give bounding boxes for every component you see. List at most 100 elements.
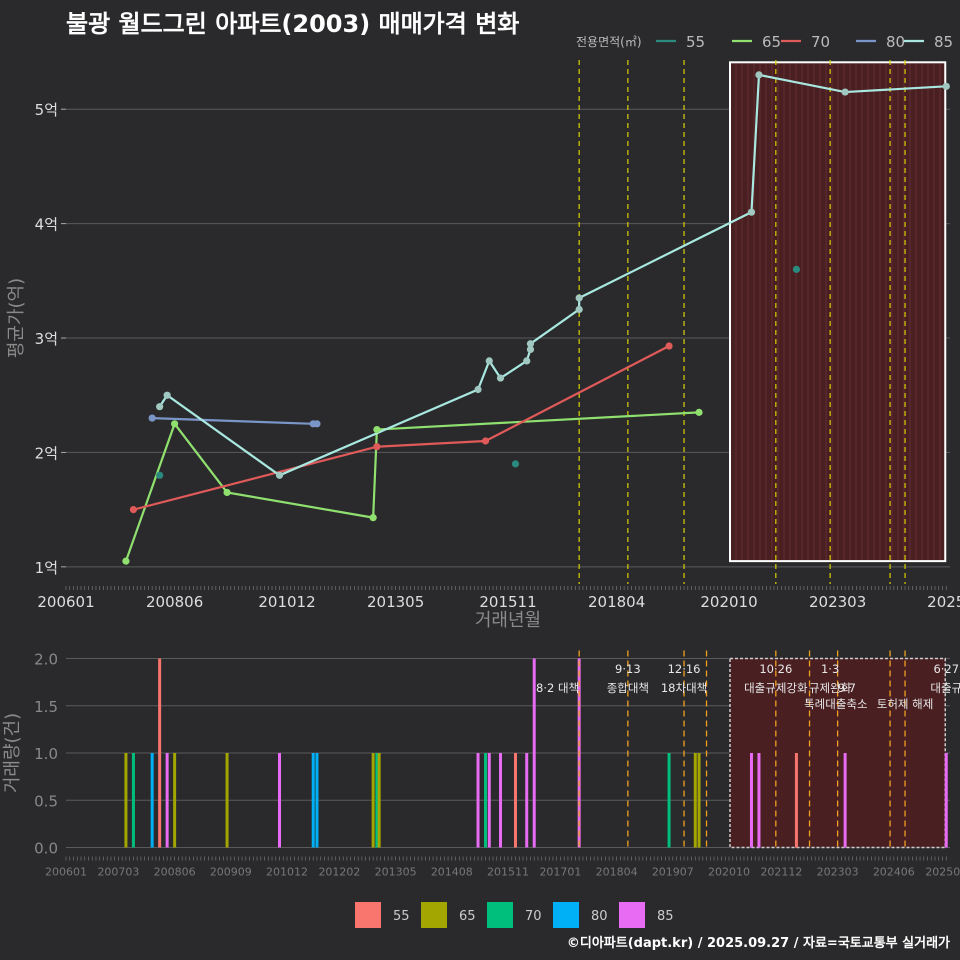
volume-bar-65 bbox=[697, 753, 701, 848]
bottom-x-tick-label: 200806 bbox=[154, 866, 196, 879]
top-y-tick-label: 2억 bbox=[35, 444, 58, 462]
series-point-85 bbox=[755, 71, 763, 79]
top-highlight-area bbox=[729, 61, 947, 563]
top-legend: 전용면적(㎡) 55 65 70 80 85 bbox=[576, 33, 953, 51]
bottom-bars bbox=[124, 658, 948, 848]
bottom-x-tick-label: 201804 bbox=[596, 866, 638, 879]
policy-annotation: 12·16 bbox=[668, 662, 701, 676]
volume-bar-65 bbox=[693, 753, 697, 848]
volume-bar-65 bbox=[173, 753, 177, 848]
policy-annotation: 10·26 bbox=[759, 662, 792, 676]
series-point-85 bbox=[163, 391, 171, 399]
series-point-70 bbox=[481, 437, 490, 445]
top-y-tick-label: 1억 bbox=[35, 559, 58, 577]
top-legend-label-70: 70 bbox=[811, 33, 830, 51]
bottom-x-tick-label: 202509 bbox=[925, 866, 960, 879]
policy-annotation: 종합대책 bbox=[607, 681, 649, 695]
volume-bar-70 bbox=[131, 753, 135, 848]
bottom-x-tick-label: 201511 bbox=[487, 866, 529, 879]
volume-bar-70 bbox=[667, 753, 671, 848]
policy-annotation: 18차대책 bbox=[661, 681, 707, 695]
chart-title: 불광 월드그린 아파트(2003) 매매가격 변화 bbox=[66, 10, 520, 38]
series-point-85 bbox=[575, 294, 583, 302]
top-x-axis: 200601 200806 201012 201305 201511 201804 2020… bbox=[37, 586, 960, 611]
volume-bar-80 bbox=[150, 753, 154, 848]
top-panel: 1억 2억 3억 4억 5억 200601 200806 201012 201305 20151… bbox=[6, 33, 960, 631]
bottom-legend: 55 65 70 80 85 bbox=[355, 902, 674, 928]
bottom-x-tick-label: 201408 bbox=[431, 866, 473, 879]
top-x-tick-label: 2025 bbox=[927, 593, 960, 611]
series-point-85 bbox=[526, 345, 535, 354]
bottom-x-tick-label: 201701 bbox=[539, 866, 581, 879]
series-point-65 bbox=[223, 488, 231, 497]
top-y-tick-label: 3억 bbox=[35, 330, 58, 348]
series-point-85 bbox=[575, 305, 583, 314]
top-y-axis: 1억 2억 3억 4억 5억 bbox=[35, 101, 66, 577]
bottom-panel: 8·2 대책 9·13 종합대책 12·16 18차대책 10·26 대출규제강화 1·3 규제… bbox=[2, 650, 960, 879]
bottom-legend-label-70: 70 bbox=[525, 909, 542, 924]
bottom-y-axis-label: 거래량(건) bbox=[2, 713, 23, 793]
series-point-85 bbox=[485, 357, 493, 365]
bottom-x-tick-label: 201012 bbox=[266, 866, 308, 879]
top-policy-lines bbox=[578, 60, 906, 584]
top-x-tick-label: 202303 bbox=[809, 593, 866, 611]
legend-title: 전용면적(㎡) bbox=[576, 35, 642, 49]
series-point-85 bbox=[156, 403, 164, 411]
series-point-85 bbox=[496, 374, 505, 382]
bottom-y-tick-label: 1.0 bbox=[34, 745, 58, 763]
policy-annotation: 특례대출축소 bbox=[804, 697, 867, 711]
top-x-tick-label: 201804 bbox=[588, 593, 645, 611]
volume-bar-55 bbox=[794, 753, 798, 848]
bottom-x-tick-label: 200909 bbox=[210, 866, 252, 879]
volume-bar-85 bbox=[499, 753, 503, 848]
series-point-85 bbox=[474, 385, 482, 394]
bottom-legend-key-85 bbox=[619, 902, 645, 928]
bottom-x-tick-label: 202112 bbox=[760, 866, 802, 879]
series-point-55 bbox=[792, 265, 801, 273]
bottom-legend-label-80: 80 bbox=[591, 909, 608, 924]
volume-bar-80 bbox=[311, 753, 315, 848]
bottom-policy-lines bbox=[578, 650, 906, 850]
policy-annotation: 토허제 해제 bbox=[877, 697, 934, 711]
series-point-65 bbox=[695, 408, 703, 416]
policy-annotation: 8·2 대책 bbox=[536, 681, 579, 695]
bottom-x-tick-label: 202406 bbox=[873, 866, 915, 879]
top-legend-label-80: 80 bbox=[886, 33, 905, 51]
volume-bar-80 bbox=[315, 753, 319, 848]
bottom-x-tick-label: 201907 bbox=[652, 866, 694, 879]
bottom-x-tick-label: 200601 bbox=[45, 866, 87, 879]
bottom-legend-label-55: 55 bbox=[393, 909, 410, 924]
volume-bar-85 bbox=[487, 753, 491, 848]
top-legend-label-85: 85 bbox=[934, 33, 953, 51]
bottom-x-tick-label: 201202 bbox=[318, 866, 360, 879]
bottom-x-tick-label: 202010 bbox=[708, 866, 750, 879]
top-y-tick-label: 5억 bbox=[35, 101, 58, 119]
series-point-55 bbox=[156, 471, 164, 479]
series-line-65 bbox=[124, 411, 700, 562]
series-point-85 bbox=[747, 208, 756, 216]
series-line-70 bbox=[133, 345, 670, 511]
volume-bar-85 bbox=[749, 753, 753, 848]
volume-bar-85 bbox=[757, 753, 761, 848]
volume-bar-70 bbox=[484, 753, 488, 848]
volume-bar-85 bbox=[532, 658, 536, 848]
series-point-85 bbox=[942, 82, 950, 90]
top-highlight-border bbox=[729, 61, 947, 563]
bottom-highlight-border bbox=[729, 657, 947, 849]
volume-bar-85 bbox=[278, 753, 282, 848]
top-x-tick-label: 200806 bbox=[146, 593, 203, 611]
series-point-55 bbox=[511, 460, 520, 468]
top-legend-label-55: 55 bbox=[686, 33, 705, 51]
series-point-65 bbox=[171, 420, 179, 428]
bottom-legend-key-55 bbox=[355, 902, 381, 928]
volume-bar-65 bbox=[225, 753, 229, 848]
bottom-x-axis: 200601 200703 200806 200909 201012 201202 2013… bbox=[45, 856, 960, 879]
bottom-y-tick-label: 0.0 bbox=[34, 840, 58, 858]
bottom-legend-key-80 bbox=[553, 902, 579, 928]
volume-bar-65 bbox=[377, 753, 381, 848]
bottom-x-tick-label: 201305 bbox=[375, 866, 417, 879]
volume-bar-85 bbox=[476, 753, 480, 848]
bottom-x-tick-label: 202303 bbox=[817, 866, 859, 879]
series-point-65 bbox=[369, 514, 377, 522]
